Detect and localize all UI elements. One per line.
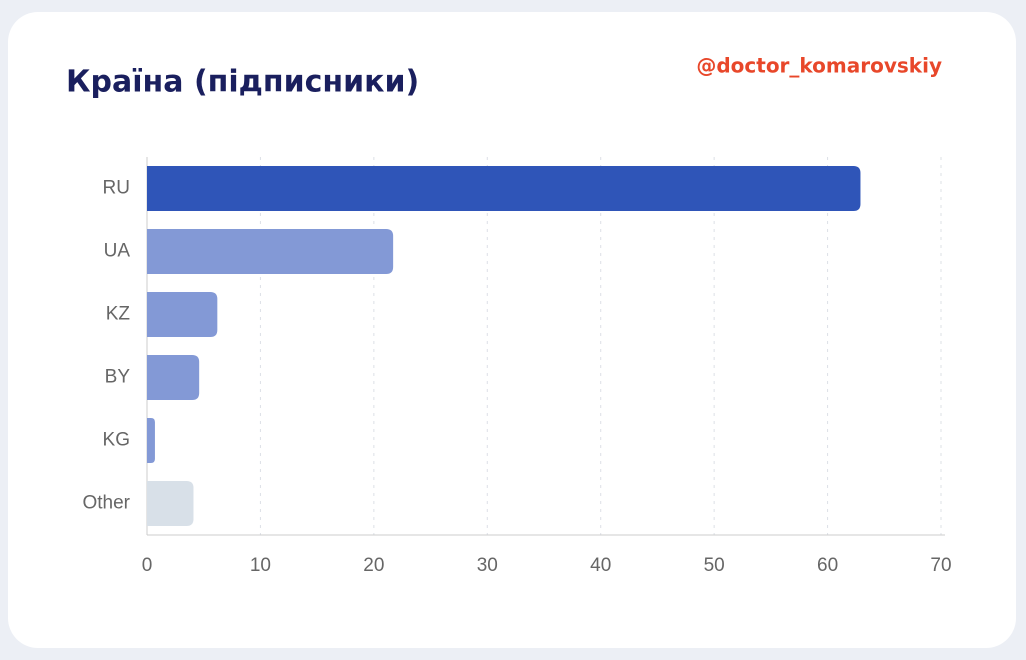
x-tick-label: 70 (930, 555, 951, 576)
y-tick-label: Other (82, 493, 130, 514)
x-tick-label: 30 (477, 555, 498, 576)
x-tick-label: 0 (142, 555, 153, 576)
bar (147, 355, 200, 400)
bar (147, 481, 194, 526)
x-tick-label: 10 (250, 555, 271, 576)
y-tick-label: KZ (106, 304, 131, 325)
y-tick-label: KG (103, 430, 130, 451)
y-tick-label: UA (104, 241, 131, 262)
bar (147, 166, 861, 211)
y-tick-label: RU (103, 178, 130, 199)
bar (147, 292, 218, 337)
x-tick-label: 40 (590, 555, 611, 576)
y-tick-label: BY (105, 367, 131, 388)
x-tick-label: 20 (363, 555, 384, 576)
x-tick-label: 60 (817, 555, 838, 576)
x-tick-label: 50 (704, 555, 725, 576)
chart-title: Країна (підписники) (66, 65, 419, 100)
bar (147, 229, 394, 274)
bar (147, 418, 155, 463)
annotation: @doctor_komarovskiy (696, 54, 942, 78)
